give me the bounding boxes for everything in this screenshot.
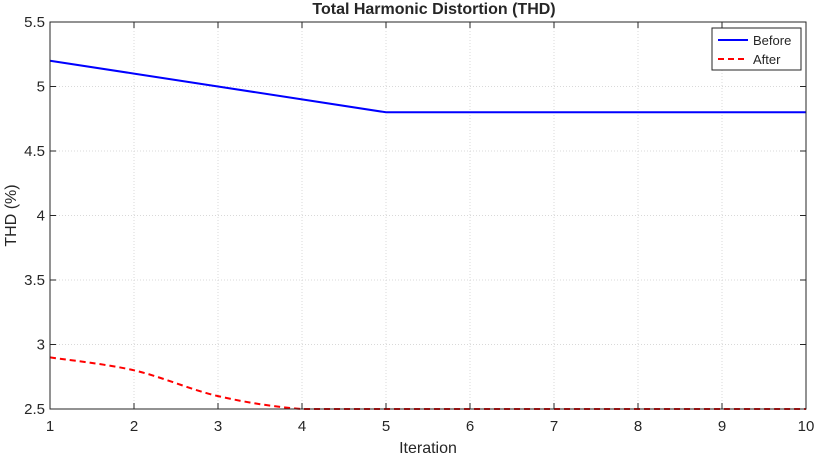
x-tick-label: 2 — [130, 418, 138, 435]
series-line-before — [49, 59, 806, 114]
y-tick-label: 5 — [37, 79, 45, 96]
legend-label-after: After — [753, 52, 781, 67]
x-tick-label: 10 — [798, 418, 815, 435]
series-lines — [49, 59, 806, 411]
grid — [50, 22, 806, 409]
y-tick-label: 3 — [37, 337, 45, 354]
y-tick-label: 5.5 — [24, 14, 45, 31]
y-tick-label: 3.5 — [24, 272, 45, 289]
x-tick-label: 6 — [466, 418, 474, 435]
legend: Before After — [711, 27, 802, 71]
x-tick-label: 5 — [382, 418, 390, 435]
x-tick-label: 9 — [718, 418, 726, 435]
y-tick-label: 4 — [37, 208, 45, 225]
x-tick-label: 3 — [214, 418, 222, 435]
axis-ticks: 1 2 3 4 5 6 7 8 9 10 2.5 3 3.5 4 4.5 5 5.5 — [24, 14, 814, 435]
x-axis-label: Iteration — [399, 440, 457, 456]
y-tick-label: 2.5 — [24, 401, 45, 418]
y-tick-label: 4.5 — [24, 143, 45, 160]
legend-label-before: Before — [753, 33, 791, 48]
x-tick-label: 4 — [298, 418, 306, 435]
series-line-after — [49, 356, 806, 411]
chart-title: Total Harmonic Distortion (THD) — [312, 1, 555, 18]
x-tick-label: 8 — [634, 418, 642, 435]
y-axis-label: THD (%) — [3, 184, 20, 246]
x-tick-label: 1 — [46, 418, 54, 435]
x-tick-label: 7 — [550, 418, 558, 435]
legend-box — [711, 27, 802, 71]
